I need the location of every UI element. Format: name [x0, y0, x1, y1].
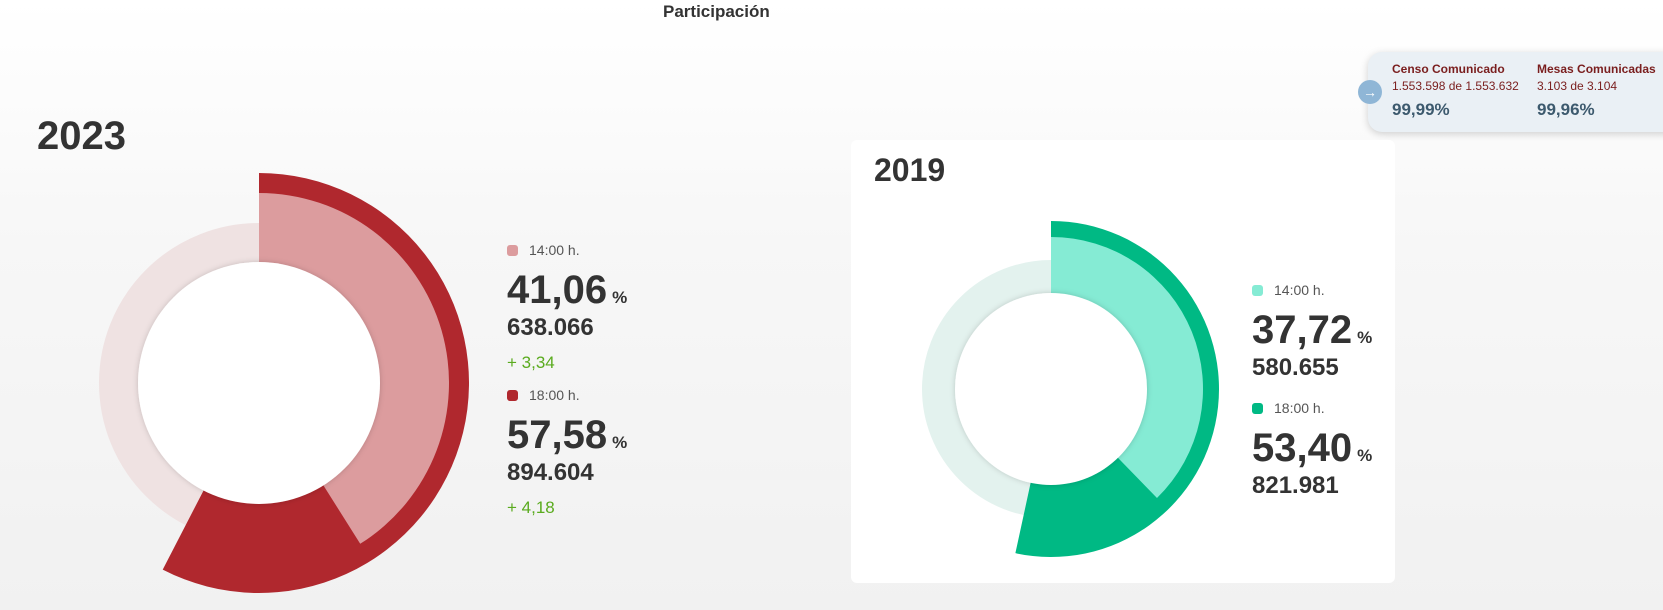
pct-value-18h-2019: 53,40: [1252, 426, 1353, 470]
tables-percentage: 99,96%: [1537, 100, 1595, 119]
donut-2019-center: [955, 293, 1147, 485]
pct-sign-14h-2019: %: [1357, 328, 1373, 347]
census-percentage: 99,99%: [1392, 100, 1450, 119]
legend-2019-18h: 18:00 h.: [1252, 400, 1372, 416]
donut-2023-arc-14h: [259, 193, 450, 544]
time-label-14h-2023: 14:00 h.: [529, 242, 580, 258]
pct-value-14h-2019: 37,72: [1252, 308, 1353, 352]
pct-18h-2023: 57,58%: [507, 415, 627, 455]
tables-detail: 3.103 de 3.104: [1537, 79, 1618, 93]
pct-value-18h-2023: 57,58: [507, 413, 608, 457]
swatch-18h-2023: [507, 389, 518, 401]
time-label-18h-2019: 18:00 h.: [1274, 400, 1325, 416]
swatch-14h-2019: [1252, 284, 1263, 296]
donut-2023-center: [138, 262, 380, 504]
page-title: Participación: [663, 2, 770, 21]
pct-sign-18h-2019: %: [1357, 446, 1373, 465]
tables-label: Mesas Comunicadas: [1537, 62, 1656, 76]
diff-14h-2023: + 3,34: [507, 353, 555, 372]
pct-sign-14h-2023: %: [612, 288, 628, 307]
census-column: Censo Comunicado 1.553.598 de 1.553.632 …: [1392, 62, 1519, 120]
votes-18h-2019: 821.981: [1252, 472, 1339, 499]
donut-2023-arcs: [99, 173, 469, 593]
legend-2023-18h: 18:00 h.: [507, 387, 627, 403]
swatch-14h-2023: [507, 244, 518, 256]
donut-chart-2019: [922, 221, 1219, 557]
tables-column: Mesas Comunicadas 3.103 de 3.104 99,96%: [1537, 62, 1656, 120]
year-2019-title: 2019: [874, 152, 946, 188]
arrow-right-icon[interactable]: →: [1358, 80, 1382, 104]
donut-chart-2023: [99, 173, 469, 593]
pct-14h-2023: 41,06%: [507, 270, 627, 310]
votes-18h-2023: 894.604: [507, 459, 594, 486]
legend-2019-14h: 14:00 h.: [1252, 282, 1372, 298]
census-summary-card[interactable]: → Censo Comunicado 1.553.598 de 1.553.63…: [1358, 52, 1663, 132]
pct-18h-2019: 53,40%: [1252, 428, 1372, 468]
swatch-18h-2019: [1252, 402, 1263, 414]
diff-18h-2023: + 4,18: [507, 498, 555, 517]
legend-2019: 14:00 h. 37,72% 580.655 18:00 h. 53,40% …: [1252, 282, 1372, 498]
legend-2023-14h: 14:00 h.: [507, 242, 627, 258]
year-2023-title: 2023: [37, 114, 126, 158]
time-label-18h-2023: 18:00 h.: [529, 387, 580, 403]
votes-14h-2019: 580.655: [1252, 354, 1339, 381]
census-detail: 1.553.598 de 1.553.632: [1392, 79, 1519, 93]
pct-value-14h-2023: 41,06: [507, 268, 608, 312]
legend-2023: 14:00 h. 41,06% 638.066 + 3,34 18:00 h. …: [507, 242, 627, 516]
pct-sign-18h-2023: %: [612, 433, 628, 452]
pct-14h-2019: 37,72%: [1252, 310, 1372, 350]
census-label: Censo Comunicado: [1392, 62, 1505, 76]
votes-14h-2023: 638.066: [507, 314, 594, 341]
time-label-14h-2019: 14:00 h.: [1274, 282, 1325, 298]
